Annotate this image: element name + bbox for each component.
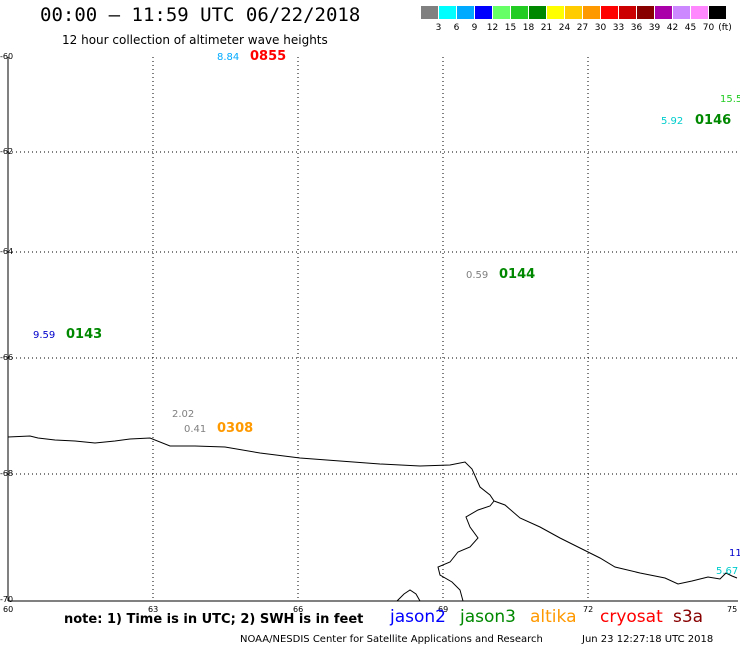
obs-time: 0308 [217, 421, 254, 436]
obs-swh: 5.92 [661, 116, 684, 127]
legend-swatch [493, 6, 510, 19]
legend-label: 45 [684, 23, 697, 33]
lon-label-63: 63 [148, 605, 159, 614]
legend-label: 15 [504, 23, 517, 33]
legend-label: 24 [558, 23, 571, 33]
obs-swh: 9.59 [33, 330, 56, 341]
obs-time: 0144 [499, 267, 536, 282]
units-note: note: 1) Time is in UTC; 2) SWH is in fe… [64, 612, 364, 627]
legend-label: 6 [453, 23, 460, 33]
lon-label-60: 60 [3, 605, 14, 614]
legend-swatch [511, 6, 528, 19]
legend-swatch [547, 6, 564, 19]
legend-label: 9 [471, 23, 478, 33]
legend-label: 3 [435, 23, 442, 33]
obs-swh: 0.41 [184, 424, 207, 435]
legend-label: 70 [702, 23, 715, 33]
obs-time: 0146 [695, 113, 732, 128]
legend-unit: (ft) [718, 23, 732, 33]
legend-swatch [565, 6, 582, 19]
obs-swh: 8.84 [217, 52, 240, 63]
lat-label-68: -68 [0, 469, 14, 478]
lat-label-60: -60 [0, 52, 14, 61]
lon-label-66: 66 [293, 605, 304, 614]
legend-swatch [637, 6, 654, 19]
obs-time: 0143 [66, 327, 103, 342]
legend-label: 39 [648, 23, 661, 33]
legend-label: 18 [522, 23, 535, 33]
legend-label: 30 [594, 23, 607, 33]
legend-swatch [619, 6, 636, 19]
lat-label-62: -62 [0, 147, 14, 156]
legend-label: 27 [576, 23, 589, 33]
obs-swh: 5.67 [716, 566, 739, 577]
antarctic-coastline [7, 435, 738, 602]
legend-swatch [691, 6, 708, 19]
generated-timestamp: Jun 23 12:27:18 UTC 2018 [582, 634, 714, 645]
satellite-jason2: jason2 [390, 607, 446, 627]
lat-label-66: -66 [0, 353, 14, 362]
legend-label: 12 [486, 23, 499, 33]
satellite-jason3: jason3 [460, 607, 516, 627]
obs-swh: 0.59 [466, 270, 489, 281]
map-title: 00:00 – 11:59 UTC 06/22/2018 [40, 4, 361, 26]
legend-swatch [601, 6, 618, 19]
legend-swatch [673, 6, 690, 19]
lat-label-70: -70 [0, 595, 14, 604]
credit-line: NOAA/NESDIS Center for Satellite Applica… [240, 634, 543, 645]
legend-swatch [655, 6, 672, 19]
lon-label-75: 75 [727, 605, 738, 614]
legend-swatch [475, 6, 492, 19]
lat-label-64: -64 [0, 247, 14, 256]
legend-swatch [439, 6, 456, 19]
satellite-s3a: s3a [673, 607, 704, 627]
legend-swatch [421, 6, 438, 19]
legend-label: 42 [666, 23, 679, 33]
legend-swatch [457, 6, 474, 19]
legend-label: 21 [540, 23, 553, 33]
map-subtitle: 12 hour collection of altimeter wave hei… [62, 33, 328, 47]
obs-swh: 11 [729, 548, 740, 559]
legend-swatch [583, 6, 600, 19]
legend-label: 36 [630, 23, 643, 33]
obs-swh: 2.02 [172, 409, 195, 420]
graticule [8, 57, 738, 601]
legend-swatch [709, 6, 726, 19]
obs-swh: 15.5 [720, 94, 740, 105]
legend-label: 33 [612, 23, 625, 33]
lon-label-72: 72 [583, 605, 594, 614]
obs-time: 0855 [250, 49, 287, 64]
satellite-altika: altika [530, 607, 577, 627]
legend-swatch [529, 6, 546, 19]
satellite-cryosat: cryosat [600, 607, 663, 627]
lon-label-69: 69 [438, 605, 449, 614]
